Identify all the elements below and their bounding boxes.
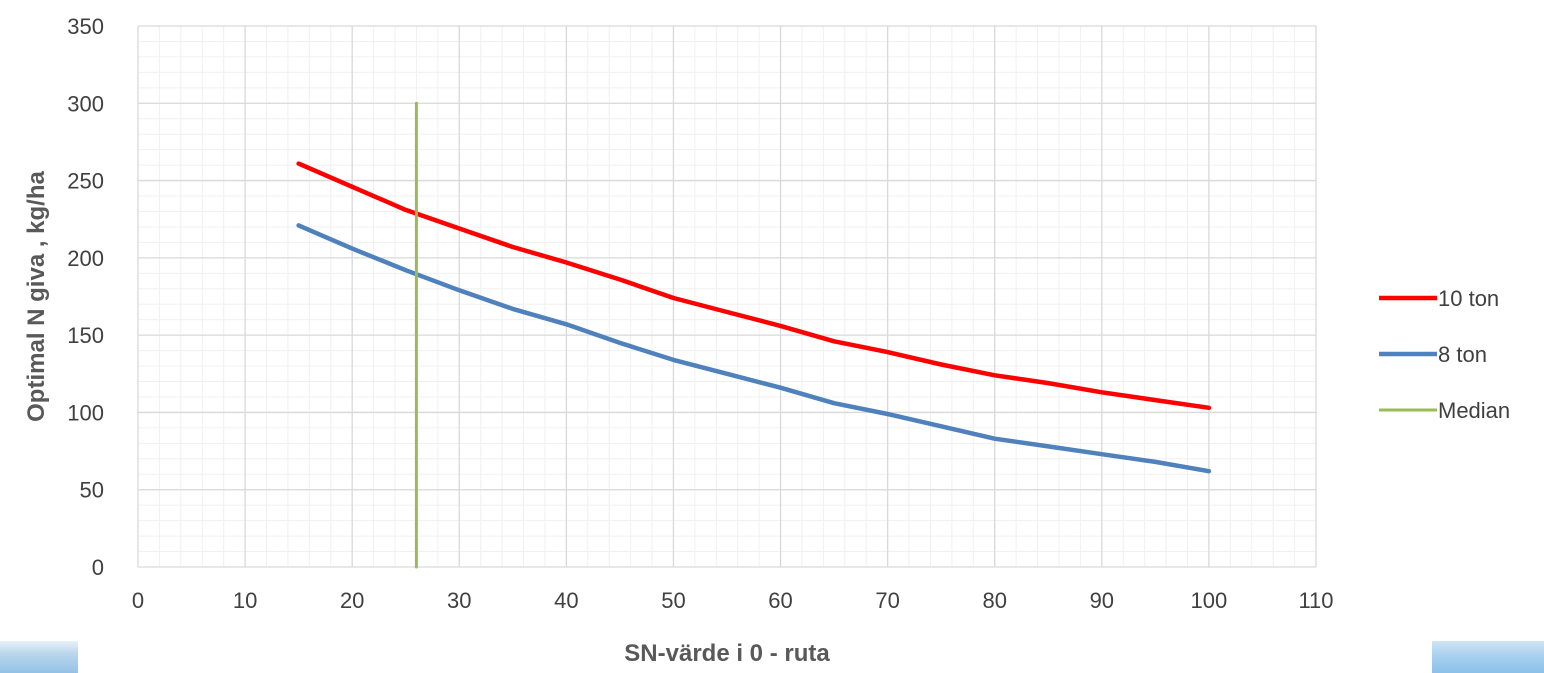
legend-label-0: 10 ton [1438,286,1499,311]
x-tick-label: 0 [132,588,144,613]
y-tick-label: 300 [67,91,104,116]
y-axis-tick-labels: 0 50 100 150 200 250 300 350 [67,14,104,580]
x-axis-tick-labels: 0 10 20 30 40 50 60 70 80 90 100 110 [132,588,1334,613]
legend: 10 ton 8 ton Median [1379,286,1510,423]
x-tick-label: 90 [1090,588,1114,613]
x-tick-label: 80 [982,588,1006,613]
x-tick-label: 100 [1191,588,1228,613]
major-gridlines [137,25,1317,568]
x-tick-label: 40 [554,588,578,613]
y-tick-label: 250 [67,169,104,194]
legend-label-2: Median [1438,398,1510,423]
x-tick-label: 60 [768,588,792,613]
x-tick-label: 50 [661,588,685,613]
x-tick-label: 30 [447,588,471,613]
series-layer [296,101,1212,569]
y-tick-label: 150 [67,323,104,348]
y-tick-label: 350 [67,14,104,39]
y-tick-label: 50 [80,478,104,503]
series-line-0 [296,161,1212,411]
y-axis-title: Optimal N giva , kg/ha [23,170,50,421]
decorative-strip-right [1432,641,1544,673]
x-tick-label: 110 [1298,588,1333,613]
x-tick-label: 10 [233,588,257,613]
x-axis-title: SN-värde i 0 - ruta [624,640,830,667]
y-tick-label: 0 [92,555,104,580]
plot-background [138,26,1316,567]
plot-area [137,25,1317,569]
x-tick-label: 70 [875,588,899,613]
decorative-strip-left [0,641,78,673]
y-tick-label: 100 [67,400,104,425]
series-line-1 [296,223,1212,474]
x-tick-label: 20 [340,588,364,613]
legend-label-1: 8 ton [1438,342,1487,367]
y-tick-label: 200 [67,246,104,271]
